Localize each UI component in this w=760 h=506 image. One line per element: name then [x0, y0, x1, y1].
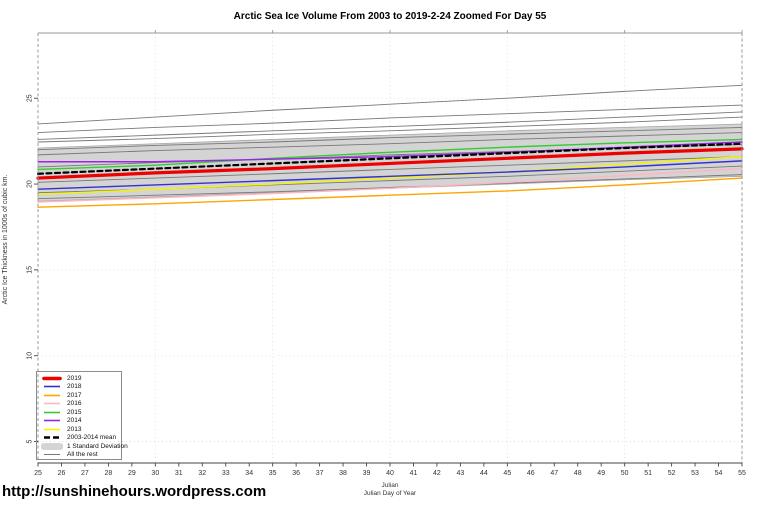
series-2019	[36, 147, 744, 180]
x-tick-label: 44	[480, 470, 488, 477]
x-tick-label: 54	[715, 470, 723, 477]
x-tick-label: 39	[363, 470, 371, 477]
y-tick-label: 5	[27, 439, 34, 443]
y-tick-label: 25	[27, 94, 34, 102]
x-tick-label: 36	[292, 470, 300, 477]
legend-label: All the rest	[67, 451, 98, 459]
x-tick-label: 53	[691, 470, 699, 477]
legend-swatch-2015	[44, 411, 60, 414]
x-tick-label: 52	[668, 470, 676, 477]
legend-item: 2015	[41, 408, 121, 416]
legend-label: 2014	[67, 417, 82, 425]
legend-item: 2017	[41, 391, 121, 399]
x-tick-label: 30	[151, 470, 159, 477]
x-axis-label-line2: Julian Day of Year	[363, 490, 417, 497]
x-tick-label: 40	[386, 470, 394, 477]
legend-label: 2016	[67, 400, 82, 408]
series-2017	[37, 177, 743, 208]
x-tick-label: 33	[222, 470, 230, 477]
series-rest-1	[37, 84, 743, 125]
chart-title: Arctic Sea Ice Volume From 2003 to 2019-…	[233, 11, 547, 22]
x-tick-label: 29	[128, 470, 136, 477]
x-tick-label: 38	[339, 470, 347, 477]
y-tick-label: 20	[26, 180, 33, 188]
legend-item: 2019	[41, 374, 121, 382]
legend-label: 2017	[67, 391, 82, 399]
legend-swatch-all-the-rest	[44, 454, 60, 456]
x-tick-label: 41	[410, 470, 418, 477]
y-axis-label: Arctic Ice Thickness in 1000s of cubic k…	[2, 174, 9, 305]
x-tick-label: 51	[644, 470, 652, 477]
x-tick-label: 49	[597, 470, 605, 477]
series-rest-10	[37, 174, 743, 200]
series-2016	[37, 167, 743, 203]
series-rest-3	[37, 111, 743, 140]
legend-swatch-2019	[42, 376, 62, 381]
legend-label: 1 Standard Deviation	[67, 442, 128, 450]
x-tick-label: 35	[269, 470, 277, 477]
legend-item: 2018	[41, 383, 121, 391]
x-tick-label: 46	[527, 470, 535, 477]
series-2003-2014 mean	[36, 142, 744, 175]
legend-swatch-2017	[44, 394, 60, 397]
legend-label: 2019	[67, 374, 82, 382]
x-tick-label: 37	[316, 470, 324, 477]
x-tick-label: 42	[433, 470, 441, 477]
x-tick-label: 28	[105, 470, 113, 477]
series-rest-5	[37, 126, 743, 151]
legend-swatch-2003-2014-mean	[44, 436, 60, 439]
legend-label: 2018	[67, 383, 82, 391]
x-axis-label-line1: Julian	[381, 482, 399, 489]
chart-legend: 2019 2018 2017 2016 2015 2014 2013 2003-2014 me…	[36, 371, 128, 460]
series-rest-2	[37, 104, 743, 134]
legend-label: 2003-2014 mean	[67, 434, 117, 442]
legend-item: 2013	[41, 425, 121, 433]
legend-label: 2013	[67, 425, 82, 433]
legend-swatch-2013	[44, 428, 60, 431]
legend-item: 2016	[41, 400, 121, 408]
x-tick-label: 26	[58, 470, 66, 477]
series-rest-4	[37, 116, 743, 143]
x-tick-label: 55	[738, 470, 746, 477]
x-tick-label: 47	[550, 470, 558, 477]
x-tick-label: 31	[175, 470, 183, 477]
legend-item: 1 Standard Deviation	[41, 442, 128, 450]
x-tick-label: 32	[198, 470, 206, 477]
x-tick-label: 48	[574, 470, 582, 477]
series-2013	[37, 155, 743, 196]
legend-swatch-1-standard-deviation	[41, 442, 63, 450]
series-2018	[37, 160, 743, 190]
series-2015	[37, 138, 743, 171]
watermark-url: http://sunshinehours.wordpress.com	[2, 483, 267, 500]
legend-label: 2015	[67, 408, 82, 416]
x-tick-label: 50	[621, 470, 629, 477]
x-tick-label: 34	[245, 470, 253, 477]
legend-swatch-2016	[44, 402, 60, 405]
y-tick-label: 15	[27, 266, 34, 274]
legend-swatch-2014	[44, 419, 60, 422]
y-tick-label: 10	[27, 352, 34, 360]
legend-item: 2003-2014 mean	[41, 434, 121, 442]
x-tick-label: 25	[34, 470, 42, 477]
x-tick-label: 27	[81, 470, 89, 477]
x-tick-label: 45	[503, 470, 511, 477]
legend-item: All the rest	[41, 451, 121, 459]
legend-item: 2014	[41, 417, 121, 425]
legend-swatch-2018	[44, 385, 60, 388]
series-rest-8	[37, 156, 743, 183]
x-tick-label: 43	[457, 470, 465, 477]
series-rest-6	[37, 132, 743, 156]
